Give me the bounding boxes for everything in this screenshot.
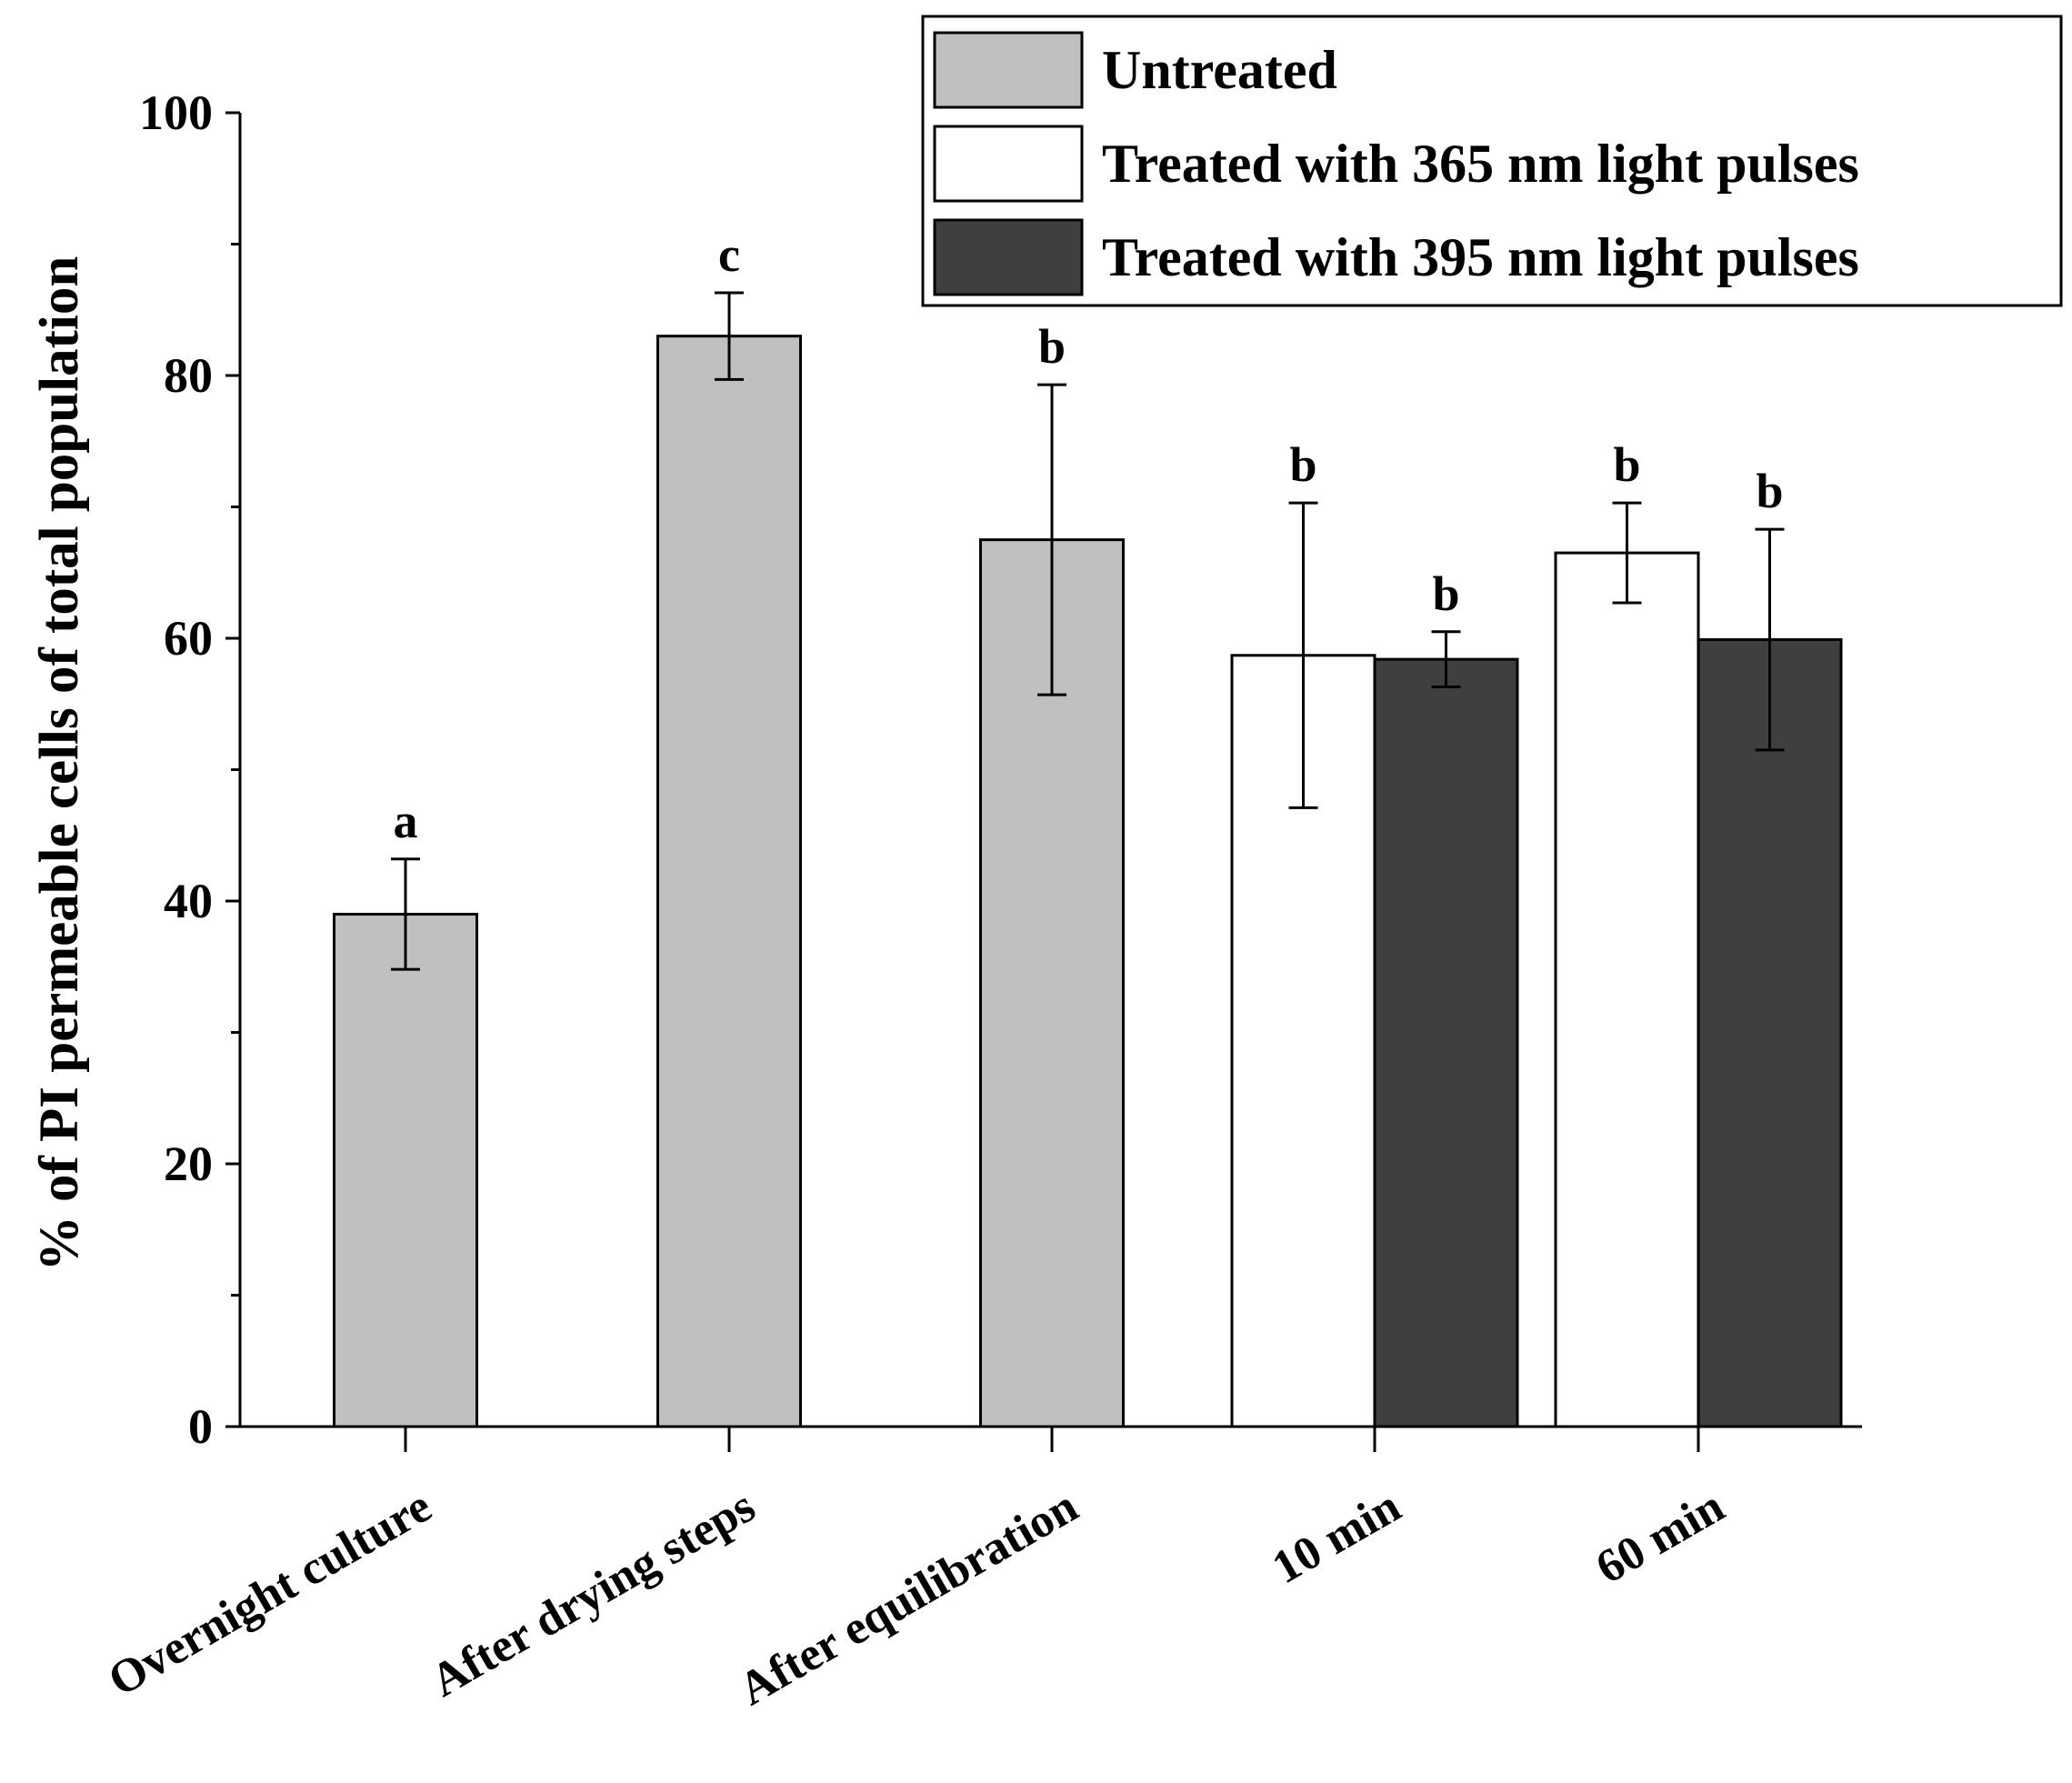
error-bar-0-1	[715, 291, 744, 381]
error-bar-0-0	[391, 857, 420, 971]
significance-label: b	[1432, 566, 1459, 621]
significance-label: b	[1613, 437, 1640, 492]
bar-untreated-0	[333, 912, 478, 1428]
y-tick-label: 20	[164, 1137, 213, 1191]
y-tick-label: 80	[164, 348, 213, 403]
y-tick-label: 100	[139, 85, 213, 140]
bar-395nm-4	[1697, 637, 1843, 1428]
bar-365nm-4	[1554, 551, 1700, 1428]
x-tick-label: Overnight culture	[100, 1480, 440, 1707]
bars-layer	[333, 335, 1843, 1428]
error-bars-layer	[391, 291, 1785, 971]
y-axis-title: % of PI permeable cells of total populat…	[29, 256, 90, 1272]
x-tick-label: 10 min	[1264, 1480, 1409, 1594]
significance-label: b	[1756, 464, 1783, 518]
significance-label: b	[1289, 437, 1316, 492]
legend-label-0: Untreated	[1102, 40, 1337, 100]
legend-label-2: Treated with 395 nm light pulses	[1102, 227, 1859, 287]
legend: Untreated Treated with 365 nm light pulse…	[921, 15, 2063, 307]
error-bar-1-3	[1288, 501, 1318, 809]
y-tick-label: 40	[164, 874, 213, 928]
x-tick-label: 60 min	[1587, 1480, 1733, 1594]
bar-untreated-1	[656, 335, 802, 1428]
error-bar-0-2	[1037, 383, 1066, 696]
legend-swatch-2	[933, 218, 1084, 296]
x-tick-label: After equilibration	[730, 1480, 1086, 1716]
y-tick-label: 60	[164, 611, 213, 666]
legend-swatch-1	[933, 125, 1084, 203]
significance-label: c	[718, 227, 740, 282]
significance-label: a	[394, 794, 418, 848]
significance-labels-layer: a c b b b b b	[394, 227, 1784, 848]
error-bar-2-4	[1755, 527, 1785, 752]
legend-frame	[921, 15, 2063, 307]
legend-label-1: Treated with 365 nm light pulses	[1102, 134, 1859, 194]
y-tick-label: 0	[188, 1399, 213, 1454]
legend-swatch-0	[933, 31, 1084, 109]
error-bar-2-3	[1431, 630, 1461, 688]
error-bar-1-4	[1612, 501, 1642, 605]
axes-layer: 0 20 40 60 80 100	[139, 85, 1862, 1454]
x-tick-label: After drying steps	[423, 1480, 764, 1708]
bar-395nm-3	[1373, 657, 1519, 1428]
significance-label: b	[1038, 319, 1066, 374]
